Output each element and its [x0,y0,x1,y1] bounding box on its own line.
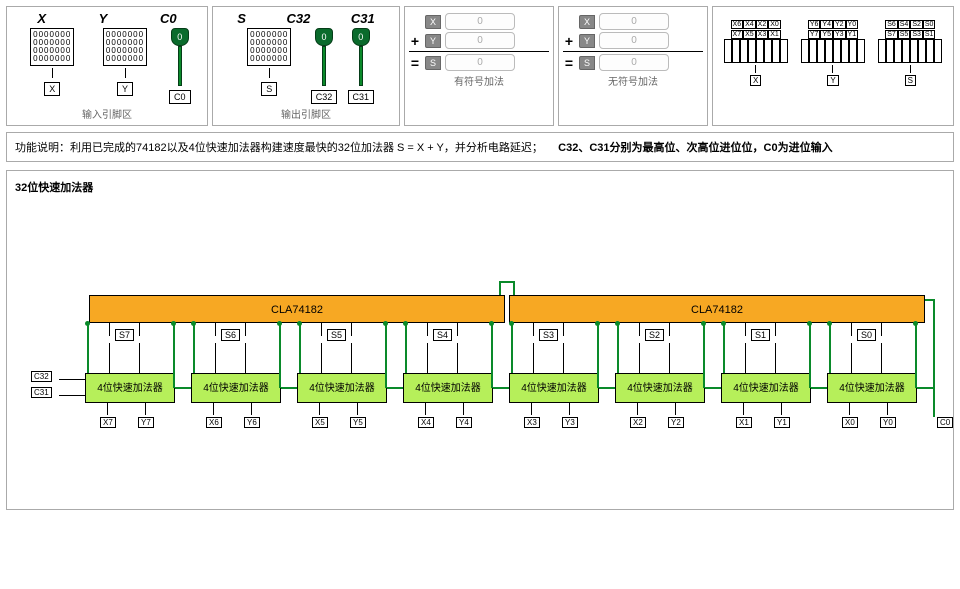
sbox-4: S4 [433,329,452,341]
ylabel-2: Y2 [668,417,684,428]
bits-x: X6X4X2X0 X7X5X3X1 X [724,19,788,86]
led-c0-col: 0 C0 [163,26,197,104]
hdr-s: S [237,11,246,26]
adder4-1: 4位快速加法器 [721,373,811,403]
circuit-panel: 32位快速加法器 CLA74182CLA74182 C0 C32 C31 4位快速加法器… [6,170,954,510]
xlabel-4: X4 [418,417,434,428]
sbox-2: S2 [645,329,664,341]
label-c31: C31 [31,387,52,398]
sbox-1: S1 [751,329,770,341]
adder4-3: 4位快速加法器 [509,373,599,403]
unsigned-panel: X0 +Y0 =S0 无符号加法 [558,6,708,126]
pin-c32: C32 [311,90,338,104]
hdr-x: X [37,11,46,26]
adder4-4: 4位快速加法器 [403,373,493,403]
description-panel: 功能说明：利用已完成的74182以及4位快速加法器构建速度最快的32位加法器 S… [6,132,954,162]
xlabel-5: X5 [312,417,328,428]
pin-c31: C31 [348,90,375,104]
hdr-c32: C32 [286,11,310,26]
dip-s: 0000000000000000000000000000 S [234,26,304,96]
led-c32: 0 [315,28,333,46]
adder4-0: 4位快速加法器 [827,373,917,403]
ylabel-7: Y7 [138,417,154,428]
xlabel-7: X7 [100,417,116,428]
xlabel-0: X0 [842,417,858,428]
sbox-0: S0 [857,329,876,341]
pin-x: X [44,82,60,96]
led-c0: 0 [171,28,189,46]
xlabel-3: X3 [524,417,540,428]
cla-block-1: CLA74182 [509,295,925,323]
sbox-6: S6 [221,329,240,341]
ylabel-1: Y1 [774,417,790,428]
led-c31: 0 [352,28,370,46]
circuit-title: 32位快速加法器 [15,179,945,195]
pin-y: Y [117,82,133,96]
ylabel-6: Y6 [244,417,260,428]
sbox-3: S3 [539,329,558,341]
input-pin-panel: X Y C0 0000000000000000000000000000 X 00… [6,6,208,126]
dip-x: 0000000000000000000000000000 X [17,26,87,96]
adder4-2: 4位快速加法器 [615,373,705,403]
unsigned-caption: 无符号加法 [563,73,703,88]
hdr-c31: C31 [351,11,375,26]
adder4-7: 4位快速加法器 [85,373,175,403]
label-c32: C32 [31,371,52,382]
output-caption: 输出引脚区 [217,106,395,121]
output-pin-panel: S C32 C31 0000000000000000000000000000 S… [212,6,400,126]
sbox-5: S5 [327,329,346,341]
bits-panel: X6X4X2X0 X7X5X3X1 X Y6Y4Y2Y0 Y7Y5Y3Y1 Y … [712,6,954,126]
desc-text2: C32、C31分别为最高位、次高位进位位，C0为进位输入 [558,142,832,154]
xlabel-6: X6 [206,417,222,428]
desc-text1: 功能说明：利用已完成的74182以及4位快速加法器构建速度最快的32位加法器 S… [15,142,543,154]
top-row: X Y C0 0000000000000000000000000000 X 00… [6,6,954,126]
sbox-7: S7 [115,329,134,341]
led-c32-col: 0 C32 [307,26,341,104]
dip-y: 0000000000000000000000000000 Y [90,26,160,96]
ylabel-5: Y5 [350,417,366,428]
hdr-y: Y [99,11,108,26]
bits-y: Y6Y4Y2Y0 Y7Y5Y3Y1 Y [801,19,865,86]
xlabel-1: X1 [736,417,752,428]
xlabel-2: X2 [630,417,646,428]
adder4-5: 4位快速加法器 [297,373,387,403]
signed-panel: X0 +Y0 =S0 有符号加法 [404,6,554,126]
pin-c0: C0 [169,90,191,104]
ylabel-3: Y3 [562,417,578,428]
cla-block-0: CLA74182 [89,295,505,323]
ylabel-4: Y4 [456,417,472,428]
input-caption: 输入引脚区 [11,106,203,121]
hdr-c0: C0 [160,11,177,26]
ylabel-0: Y0 [880,417,896,428]
bits-s: S6S4S2S0 S7S5S3S1 S [878,19,942,86]
pin-s: S [261,82,277,96]
adder4-6: 4位快速加法器 [191,373,281,403]
signed-caption: 有符号加法 [409,73,549,88]
label-c0: C0 [937,417,953,428]
led-c31-col: 0 C31 [344,26,378,104]
